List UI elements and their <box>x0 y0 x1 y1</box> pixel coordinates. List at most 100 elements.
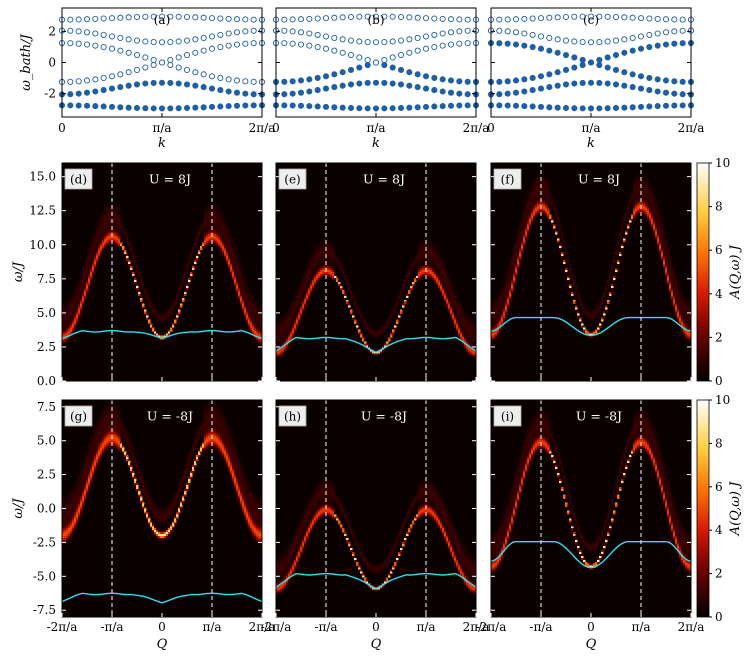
heat-cell <box>72 329 75 332</box>
heat-cell <box>216 240 219 243</box>
heat-cell <box>561 254 564 257</box>
data-point <box>242 28 249 35</box>
heat-cell <box>418 254 421 257</box>
heat-cell <box>444 266 447 269</box>
heat-cell <box>517 260 520 263</box>
heat-cell <box>643 202 646 205</box>
heat-cell <box>290 309 293 312</box>
panel-b: 0 π/a 2π/ak(b) <box>272 7 489 151</box>
heat-cell <box>246 305 249 308</box>
heat-cell <box>491 317 494 320</box>
heat-cell <box>108 226 111 229</box>
heat-cell <box>505 281 508 285</box>
heat-cell <box>493 339 496 342</box>
heat-cell <box>290 303 293 306</box>
heat-cell <box>276 319 279 322</box>
heat-cell <box>667 252 670 255</box>
heat-cell <box>192 266 195 269</box>
heat-cell <box>472 329 475 332</box>
heat-cell <box>647 186 650 190</box>
heat-cell <box>314 266 317 269</box>
heat-cell <box>156 319 159 322</box>
data-point <box>108 85 116 92</box>
data-point <box>397 104 405 112</box>
heat-cell <box>68 321 71 324</box>
heat-cell <box>66 305 69 308</box>
heat-cell <box>62 323 65 326</box>
heat-cell <box>653 228 656 231</box>
heat-cell <box>186 287 189 291</box>
heat-cell <box>240 299 243 303</box>
heat-cell <box>501 293 504 297</box>
heat-cell <box>252 305 255 308</box>
heat-cell <box>434 260 437 263</box>
heat-cell <box>448 303 451 306</box>
heat-cell <box>426 273 429 277</box>
heat-cell <box>92 272 95 275</box>
heat-cell <box>206 208 209 211</box>
heat-cell <box>591 311 594 314</box>
heat-cell <box>665 275 668 279</box>
heat-cell <box>416 260 419 263</box>
heat-cell <box>651 208 654 211</box>
heat-cell <box>284 347 287 350</box>
heat-cell <box>284 333 287 336</box>
heat-cell <box>468 341 471 344</box>
heat-cell <box>254 297 257 301</box>
heat-cell <box>426 266 429 269</box>
heat-cell <box>523 246 526 249</box>
heat-cell <box>282 321 285 324</box>
heat-cell <box>244 303 247 306</box>
heat-cell <box>436 275 439 279</box>
heat-cell <box>458 327 461 330</box>
heat-cell <box>166 333 169 336</box>
heat-cell <box>320 248 323 251</box>
heat-cell <box>394 325 397 328</box>
heat-cell <box>420 270 423 273</box>
heat-cell <box>150 305 153 308</box>
heat-cell <box>62 307 65 310</box>
heat-cell <box>118 228 121 231</box>
heat-cell <box>613 256 616 259</box>
heat-cell <box>649 206 652 209</box>
heat-cell <box>318 275 321 279</box>
heat-cell <box>114 220 117 223</box>
heat-cell <box>515 262 518 265</box>
heat-cell <box>278 333 281 336</box>
heat-cell <box>208 222 211 225</box>
heat-cell <box>468 319 471 322</box>
heat-cell <box>497 329 500 332</box>
heat-cell <box>248 293 251 297</box>
heat-cell <box>458 325 461 328</box>
heat-cell <box>497 335 500 338</box>
heat-cell <box>426 270 429 273</box>
heat-cell <box>633 180 636 184</box>
heat-cell <box>286 327 289 330</box>
heat-cell <box>126 256 129 259</box>
heat-cell <box>62 329 65 332</box>
heat-cell <box>619 234 622 237</box>
heat-cell <box>216 234 219 237</box>
heat-cell <box>260 325 263 328</box>
heat-cell <box>154 333 157 336</box>
heat-cell <box>432 256 435 259</box>
heat-cell <box>388 337 391 340</box>
heat-cell <box>258 343 261 346</box>
heat-cell <box>218 214 221 217</box>
heat-cell <box>464 319 467 322</box>
y-tick-label: 7.5 <box>37 272 56 286</box>
heat-cell <box>292 321 295 324</box>
y-axis-label: ω/J <box>11 261 26 282</box>
heat-cell <box>655 204 658 207</box>
heat-cell <box>248 309 251 312</box>
heat-cell <box>278 319 281 322</box>
heat-cell <box>541 210 544 213</box>
heat-cell <box>448 287 451 291</box>
heat-cell <box>651 206 654 209</box>
heat-cell <box>108 206 111 209</box>
plot-area <box>491 163 691 381</box>
heat-cell <box>515 272 518 275</box>
heat-cell <box>667 264 670 267</box>
heat-cell <box>535 184 538 188</box>
heat-cell <box>653 212 656 215</box>
